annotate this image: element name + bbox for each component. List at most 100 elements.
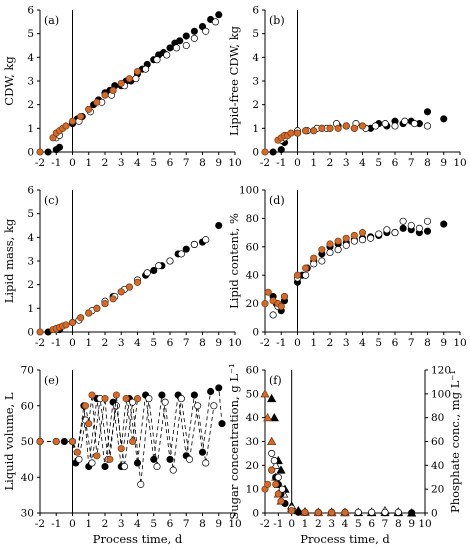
data-point bbox=[301, 508, 309, 516]
x-tick-label: -1 bbox=[276, 157, 286, 169]
data-point bbox=[155, 262, 163, 270]
data-point bbox=[371, 122, 380, 130]
x-tick-label: 1 bbox=[85, 337, 92, 349]
y-tick-label: 6 bbox=[27, 5, 34, 17]
y2-tick-label: 60 bbox=[431, 436, 444, 448]
data-point bbox=[88, 459, 96, 467]
x-tick-label: 4 bbox=[134, 337, 141, 349]
data-point bbox=[261, 148, 269, 156]
data-point bbox=[326, 124, 334, 132]
y-tick-label: 3 bbox=[27, 76, 34, 88]
series-c-0 bbox=[44, 221, 223, 336]
panel-label: (f) bbox=[269, 374, 282, 387]
data-point bbox=[381, 120, 389, 128]
x-tick-label: 9 bbox=[408, 518, 415, 530]
x-tick-label: 7 bbox=[408, 337, 415, 349]
y-tick-label: 4 bbox=[252, 52, 259, 64]
y-tick-label: 40 bbox=[246, 270, 259, 282]
data-point bbox=[272, 480, 280, 488]
panel-label: (c) bbox=[44, 194, 59, 207]
data-point bbox=[341, 508, 349, 517]
data-point bbox=[326, 248, 334, 257]
y-tick-label: 10 bbox=[246, 484, 259, 496]
data-point bbox=[52, 437, 60, 446]
data-point bbox=[129, 398, 137, 406]
y-tick-label: 50 bbox=[246, 388, 259, 400]
data-point bbox=[264, 480, 272, 488]
x-tick-label: 10 bbox=[228, 337, 241, 349]
series-a-2 bbox=[36, 67, 142, 156]
x-tick-label: 0 bbox=[294, 337, 301, 349]
data-point bbox=[267, 393, 277, 403]
x-tick-label: 0 bbox=[69, 157, 76, 169]
data-point bbox=[287, 129, 295, 137]
data-point bbox=[117, 288, 125, 296]
data-point bbox=[68, 437, 77, 446]
x-tick-label: 5 bbox=[375, 157, 382, 169]
data-point bbox=[354, 508, 362, 516]
data-point bbox=[342, 122, 350, 130]
data-point bbox=[268, 466, 276, 474]
series-a-1 bbox=[52, 18, 220, 142]
y2-axis-title: Phosphate conc., mg L⁻¹ bbox=[448, 370, 462, 513]
data-point bbox=[326, 240, 334, 248]
x-tick-label: 1 bbox=[85, 518, 92, 530]
x-tick-label: 6 bbox=[368, 518, 375, 530]
data-point bbox=[410, 120, 419, 128]
x-tick-label: 3 bbox=[343, 337, 350, 349]
data-point bbox=[85, 309, 93, 317]
data-point bbox=[202, 236, 210, 244]
x-tick-label: -2 bbox=[35, 157, 45, 169]
data-point bbox=[268, 449, 276, 457]
y-tick-label: 20 bbox=[246, 460, 259, 472]
y2-tick-label: 40 bbox=[431, 460, 444, 472]
x-tick-label: 3 bbox=[118, 157, 125, 169]
y-tick-label: 0 bbox=[27, 147, 34, 159]
data-point bbox=[350, 124, 358, 132]
series-b-2 bbox=[261, 122, 367, 156]
data-point bbox=[75, 455, 83, 463]
x-tick-label: 0 bbox=[69, 518, 76, 530]
x-tick-label: 2 bbox=[102, 157, 109, 169]
data-point bbox=[182, 41, 190, 50]
data-point bbox=[368, 508, 376, 516]
y-tick-label: 50 bbox=[21, 436, 34, 448]
data-point bbox=[269, 148, 277, 156]
y-axis-title: Liquid volume, L bbox=[2, 392, 16, 490]
data-point bbox=[85, 420, 93, 428]
y-tick-label: 4 bbox=[27, 52, 34, 64]
data-point bbox=[109, 295, 117, 303]
data-point bbox=[358, 236, 367, 244]
data-point bbox=[391, 229, 399, 237]
data-point bbox=[277, 497, 285, 505]
x-tick-label: 6 bbox=[167, 337, 174, 349]
data-point bbox=[334, 246, 342, 254]
series-d-0 bbox=[269, 220, 448, 315]
y-tick-label: 1 bbox=[252, 123, 259, 135]
x-tick-label: 1 bbox=[302, 518, 309, 530]
series-a-0 bbox=[44, 11, 223, 156]
x-tick-label: 3 bbox=[343, 157, 350, 169]
series-e-2 bbox=[36, 391, 142, 463]
y-axis-title: Lipid mass, kg bbox=[2, 218, 16, 303]
x-tick-label: 0 bbox=[69, 337, 76, 349]
data-point bbox=[133, 67, 142, 76]
x-tick-label: 4 bbox=[134, 157, 141, 169]
x-tick-label: 1 bbox=[310, 157, 317, 169]
panel-e: -2 -1 0 1 2 3 4 5 6 7 8 9 10 30 40 50 60 70 (e) Liquid volu… bbox=[2, 365, 242, 547]
data-point bbox=[177, 250, 185, 258]
data-point bbox=[166, 44, 174, 52]
data-point bbox=[62, 321, 70, 329]
x-axis-title: Process time, d bbox=[300, 532, 390, 546]
data-point bbox=[150, 266, 158, 275]
x-tick-label: 4 bbox=[359, 337, 366, 349]
y2-tick-label: 0 bbox=[431, 508, 438, 520]
data-point bbox=[318, 124, 326, 132]
data-point bbox=[133, 459, 142, 467]
y-tick-label: 0 bbox=[252, 327, 259, 339]
data-point bbox=[218, 420, 226, 428]
data-point bbox=[318, 257, 326, 265]
x-tick-label: -2 bbox=[35, 337, 45, 349]
data-point bbox=[172, 44, 181, 52]
